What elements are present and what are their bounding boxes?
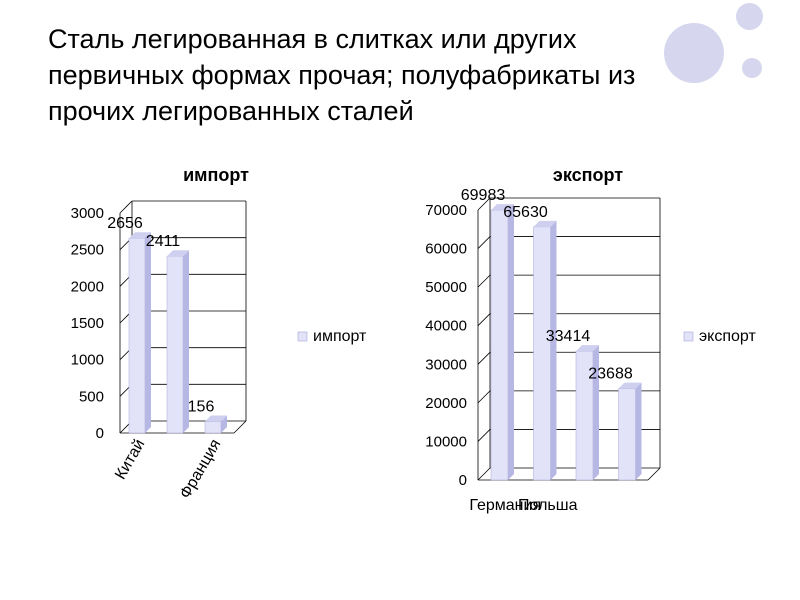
bar-top: [167, 250, 189, 257]
bar-top: [576, 345, 599, 352]
bar: [533, 226, 551, 481]
data-label: 23688: [588, 366, 633, 383]
data-label: 65630: [503, 204, 548, 221]
y-tick-label: 0: [96, 425, 104, 442]
y-tick-label: 50000: [425, 279, 467, 296]
decorative-circle-top-right: [664, 23, 724, 83]
chart-title: экспорт: [553, 165, 623, 185]
bar-side: [145, 232, 151, 433]
bar: [204, 421, 222, 434]
y-tick-label: 3000: [71, 205, 104, 222]
y-tick-label: 60000: [425, 241, 467, 258]
gridline-side: [477, 236, 491, 249]
decorative-circle-top-right-small: [736, 3, 763, 30]
y-tick-label: 0: [459, 472, 467, 489]
x-tick-label: Китай: [112, 437, 148, 483]
legend-swatch: [297, 331, 308, 342]
data-label: 69983: [461, 187, 506, 204]
decorative-circle-right: [742, 58, 762, 78]
bar: [490, 209, 509, 481]
data-label: 2411: [146, 233, 181, 250]
bar-side: [183, 250, 189, 433]
data-label: 2656: [107, 215, 143, 232]
legend-label: экспорт: [699, 328, 756, 345]
gridline-side: [119, 200, 133, 214]
y-tick-label: 30000: [425, 356, 467, 373]
bar-side: [593, 345, 599, 480]
floor-side: [647, 467, 661, 481]
y-tick-label: 10000: [425, 433, 467, 450]
floor-side: [233, 420, 247, 434]
slide-title: Сталь легированная в слитках или других …: [48, 24, 636, 126]
chart-title: импорт: [183, 165, 249, 185]
legend-swatch: [683, 331, 694, 342]
gridline-side: [477, 197, 491, 211]
x-tick-label: Польша: [518, 497, 578, 514]
y-tick-label: 70000: [425, 202, 467, 219]
bar-top: [491, 204, 514, 211]
bar-side: [635, 382, 642, 480]
y-tick-label: 1000: [71, 352, 104, 369]
gridline-side: [477, 429, 491, 442]
bar-top: [533, 220, 557, 227]
y-tick-label: 1500: [71, 315, 104, 332]
bar: [128, 237, 146, 434]
bar-top: [129, 232, 151, 239]
data-label: 156: [188, 399, 215, 416]
gridline-side: [477, 274, 491, 288]
legend-label: импорт: [313, 328, 367, 345]
y-tick-label: 500: [79, 388, 104, 405]
bar-side: [221, 415, 227, 433]
gridline-side: [477, 352, 491, 365]
gridline-side: [477, 313, 491, 326]
x-tick-label: Германия: [469, 497, 541, 514]
x-tick-label: Франция: [177, 437, 225, 502]
y-tick-label: 2500: [71, 242, 104, 259]
y-tick-label: 40000: [425, 318, 467, 335]
bar-top: [205, 415, 227, 422]
gridline-side: [477, 467, 491, 481]
y-tick-label: 2000: [71, 278, 104, 295]
bar-side: [508, 204, 514, 481]
y-tick-label: 20000: [425, 395, 467, 412]
bar: [618, 388, 636, 481]
bar-top: [618, 382, 642, 389]
data-label: 33414: [546, 328, 591, 345]
gridline-side: [477, 390, 491, 404]
bar: [166, 255, 184, 434]
bar-side: [550, 220, 557, 480]
